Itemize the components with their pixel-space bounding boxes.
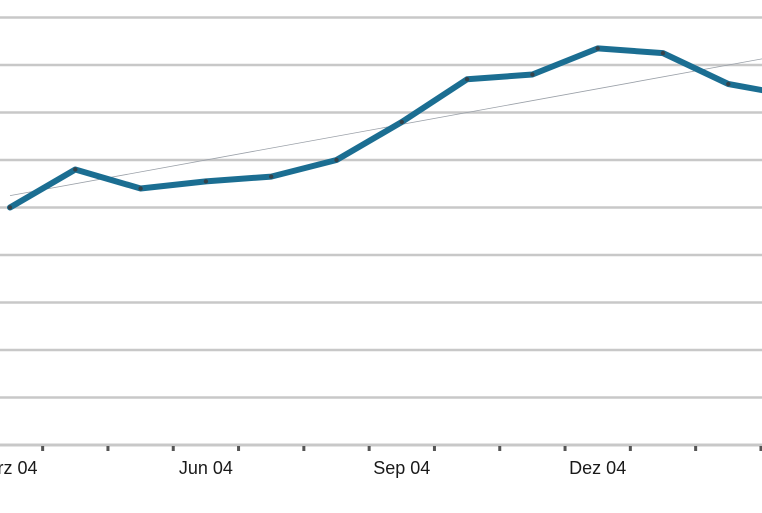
- x-tick-label: Mrz 04: [0, 458, 38, 478]
- series-line: [7, 45, 762, 211]
- x-tick-label: Dez 04: [569, 458, 626, 478]
- x-tick-label: Jun 04: [179, 458, 233, 478]
- gridlines: [0, 16, 762, 399]
- data-point: [464, 77, 470, 82]
- data-point: [73, 167, 78, 172]
- series-layer: [7, 45, 762, 211]
- data-point: [138, 186, 143, 191]
- data-point: [595, 46, 600, 51]
- x-axis: [0, 443, 762, 451]
- data-point: [726, 81, 731, 87]
- data-point: [334, 157, 339, 163]
- data-point: [530, 72, 535, 77]
- x-tick-label: Sep 04: [373, 458, 430, 478]
- data-point: [7, 205, 13, 210]
- trendline-layer: [9, 58, 762, 197]
- data-point: [269, 174, 274, 179]
- data-point: [399, 119, 404, 125]
- trendline: [9, 58, 762, 197]
- data-point: [660, 50, 666, 56]
- data-point: [203, 179, 209, 184]
